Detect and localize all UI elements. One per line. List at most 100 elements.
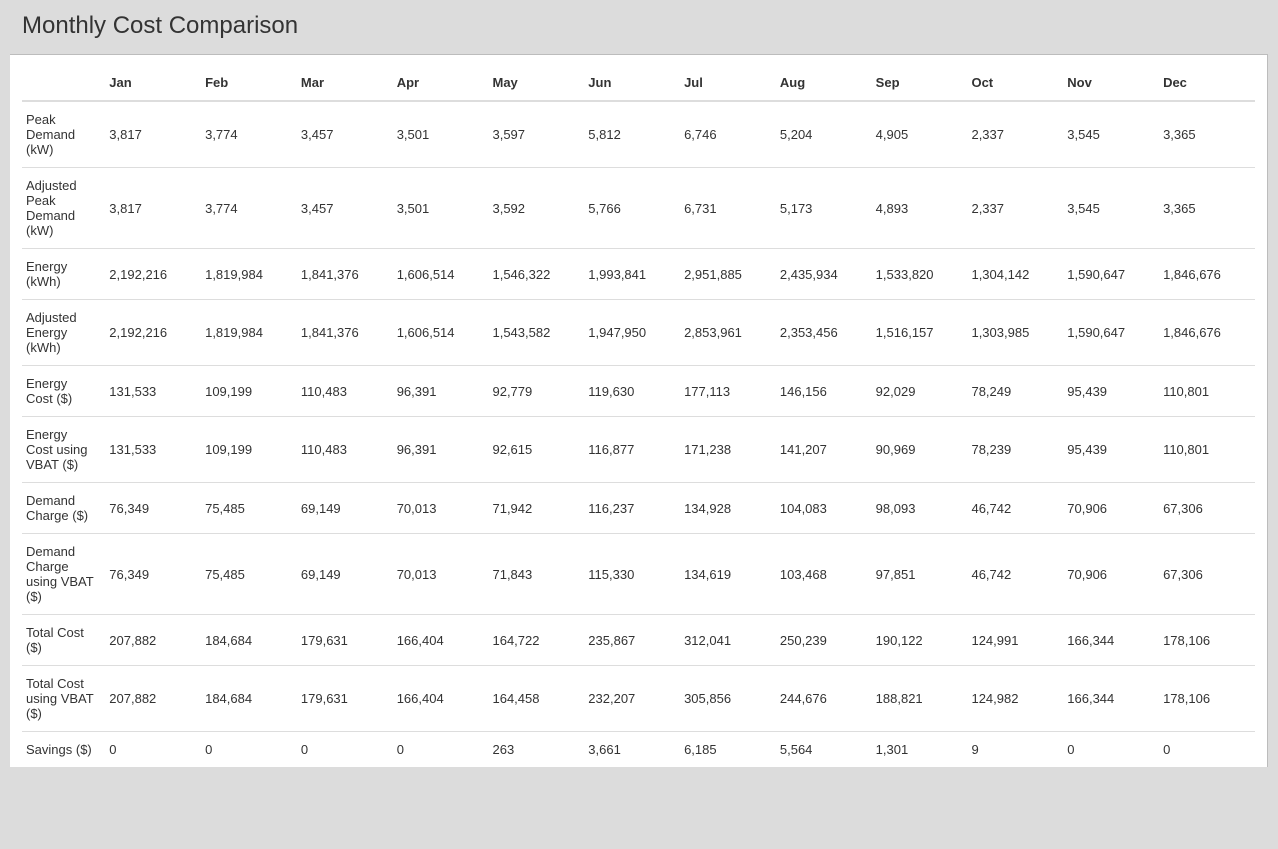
table-cell: 178,106 [1159,666,1255,732]
table-cell: 207,882 [105,615,201,666]
table-cell: 178,106 [1159,615,1255,666]
row-label: Energy (kWh) [22,249,105,300]
table-header-month: Apr [393,65,489,101]
table-header-month: Oct [967,65,1063,101]
table-cell: 71,843 [488,534,584,615]
table-row: Savings ($)00002633,6616,1855,5641,30190… [22,732,1255,768]
table-cell: 109,199 [201,417,297,483]
table-cell: 3,457 [297,168,393,249]
table-cell: 0 [201,732,297,768]
table-header-row: Jan Feb Mar Apr May Jun Jul Aug Sep Oct … [22,65,1255,101]
table-row: Total Cost ($)207,882184,684179,631166,4… [22,615,1255,666]
page: Monthly Cost Comparison Jan Feb Mar Apr … [0,0,1278,849]
row-label: Adjusted Peak Demand (kW) [22,168,105,249]
table-cell: 3,774 [201,168,297,249]
table-header-month: May [488,65,584,101]
table-cell: 1,846,676 [1159,300,1255,366]
table-cell: 235,867 [584,615,680,666]
table-cell: 0 [105,732,201,768]
table-cell: 119,630 [584,366,680,417]
row-label: Demand Charge using VBAT ($) [22,534,105,615]
table-row: Energy Cost ($)131,533109,199110,48396,3… [22,366,1255,417]
table-cell: 115,330 [584,534,680,615]
table-cell: 134,619 [680,534,776,615]
table-cell: 75,485 [201,534,297,615]
table-cell: 9 [967,732,1063,768]
table-container: Jan Feb Mar Apr May Jun Jul Aug Sep Oct … [10,54,1268,767]
table-cell: 124,982 [967,666,1063,732]
table-cell: 1,303,985 [967,300,1063,366]
table-cell: 1,304,142 [967,249,1063,300]
table-cell: 3,457 [297,101,393,168]
table-cell: 67,306 [1159,483,1255,534]
table-cell: 97,851 [872,534,968,615]
table-cell: 166,344 [1063,615,1159,666]
table-cell: 179,631 [297,666,393,732]
table-cell: 184,684 [201,666,297,732]
row-label: Adjusted Energy (kWh) [22,300,105,366]
table-row: Demand Charge ($)76,34975,48569,14970,01… [22,483,1255,534]
table-cell: 70,013 [393,534,489,615]
table-cell: 166,404 [393,666,489,732]
row-label: Savings ($) [22,732,105,768]
table-header-month: Dec [1159,65,1255,101]
table-cell: 164,458 [488,666,584,732]
table-cell: 3,817 [105,101,201,168]
table-cell: 46,742 [967,534,1063,615]
table-cell: 67,306 [1159,534,1255,615]
table-cell: 3,501 [393,101,489,168]
table-cell: 131,533 [105,417,201,483]
table-cell: 3,501 [393,168,489,249]
table-cell: 1,546,322 [488,249,584,300]
table-header-month: Mar [297,65,393,101]
table-header-month: Jul [680,65,776,101]
table-cell: 131,533 [105,366,201,417]
table-cell: 4,893 [872,168,968,249]
table-cell: 1,590,647 [1063,249,1159,300]
table-cell: 69,149 [297,483,393,534]
table-cell: 0 [1063,732,1159,768]
table-cell: 1,606,514 [393,300,489,366]
table-cell: 1,947,950 [584,300,680,366]
table-cell: 90,969 [872,417,968,483]
table-cell: 2,435,934 [776,249,872,300]
table-cell: 1,301 [872,732,968,768]
table-cell: 92,779 [488,366,584,417]
row-label: Energy Cost using VBAT ($) [22,417,105,483]
table-row: Demand Charge using VBAT ($)76,34975,485… [22,534,1255,615]
table-cell: 110,483 [297,417,393,483]
table-cell: 5,766 [584,168,680,249]
table-cell: 110,801 [1159,366,1255,417]
table-cell: 5,204 [776,101,872,168]
table-cell: 6,746 [680,101,776,168]
table-cell: 1,819,984 [201,249,297,300]
table-cell: 188,821 [872,666,968,732]
table-cell: 70,013 [393,483,489,534]
table-cell: 3,661 [584,732,680,768]
table-cell: 1,516,157 [872,300,968,366]
table-cell: 92,029 [872,366,968,417]
table-cell: 78,249 [967,366,1063,417]
table-cell: 250,239 [776,615,872,666]
table-cell: 177,113 [680,366,776,417]
table-cell: 244,676 [776,666,872,732]
table-cell: 0 [297,732,393,768]
table-cell: 2,192,216 [105,300,201,366]
table-cell: 78,239 [967,417,1063,483]
table-cell: 312,041 [680,615,776,666]
table-cell: 3,365 [1159,101,1255,168]
table-cell: 2,337 [967,168,1063,249]
table-cell: 1,590,647 [1063,300,1159,366]
table-cell: 5,812 [584,101,680,168]
row-label: Total Cost ($) [22,615,105,666]
table-header-month: Sep [872,65,968,101]
table-cell: 110,801 [1159,417,1255,483]
table-header-month: Feb [201,65,297,101]
table-cell: 3,545 [1063,168,1159,249]
table-cell: 3,592 [488,168,584,249]
table-cell: 95,439 [1063,417,1159,483]
table-cell: 96,391 [393,417,489,483]
table-cell: 2,951,885 [680,249,776,300]
table-cell: 1,841,376 [297,300,393,366]
table-cell: 92,615 [488,417,584,483]
